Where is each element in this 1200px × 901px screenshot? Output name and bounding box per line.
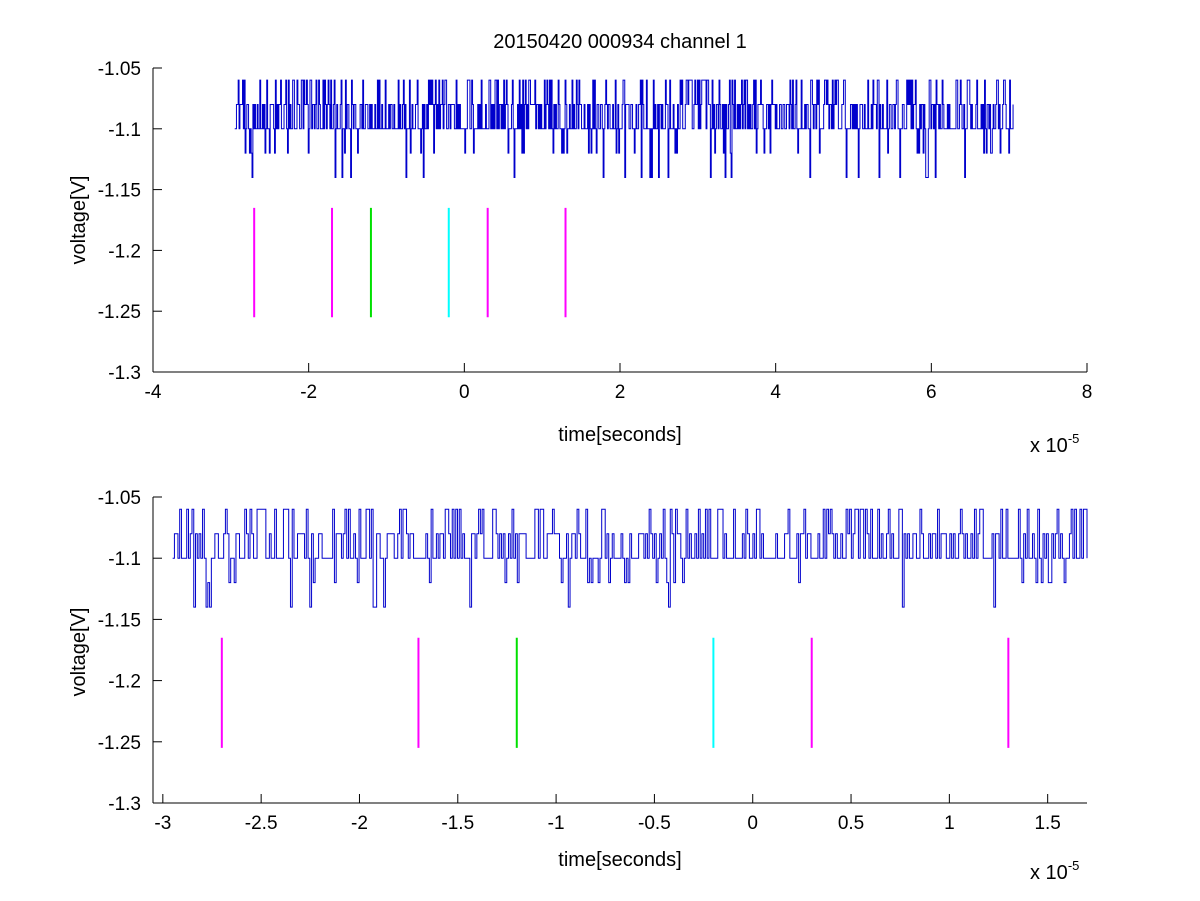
- top-y-tick-label: -1.15: [98, 181, 141, 202]
- top-y-axis-label: voltage[V]: [68, 176, 90, 265]
- bottom-y-tick-label: -1.1: [108, 549, 141, 570]
- bottom-x-tick-label: 0: [747, 813, 758, 834]
- bottom-signal-line: [172, 508, 1088, 608]
- bottom-x-tick-label: 1: [944, 813, 955, 834]
- bottom-x-tick-label: 1.5: [1034, 813, 1060, 834]
- bottom-x-tick-label: -3: [154, 813, 171, 834]
- top-x-tick-label: 0: [459, 382, 470, 403]
- top-x-multiplier-base: x 10: [1030, 435, 1068, 457]
- bottom-x-multiplier-exponent: -5: [1068, 858, 1080, 873]
- top-y-tick-label: -1.3: [108, 363, 141, 384]
- bottom-x-multiplier: x 10-5: [1030, 858, 1079, 884]
- top-x-multiplier: x 10-5: [1030, 431, 1079, 457]
- top-y-tick-label: -1.05: [98, 59, 141, 80]
- top-x-tick-label: 6: [926, 382, 937, 403]
- bottom-x-tick-label: -1.5: [441, 813, 474, 834]
- bottom-x-tick-label: -2: [351, 813, 368, 834]
- top-x-tick-label: -4: [145, 382, 162, 403]
- bottom-y-axis-label: voltage[V]: [68, 608, 90, 697]
- top-x-multiplier-exponent: -5: [1068, 431, 1080, 446]
- bottom-x-tick-label: -0.5: [638, 813, 671, 834]
- bottom-x-tick-label: -1: [548, 813, 565, 834]
- top-signal-line: [234, 79, 1014, 178]
- top-y-tick-label: -1.2: [108, 241, 141, 262]
- bottom-y-tick-label: -1.2: [108, 672, 141, 693]
- top-y-tick-label: -1.25: [98, 302, 141, 323]
- chart-title: 20150420 000934 channel 1: [493, 31, 747, 53]
- bottom-y-tick-label: -1.15: [98, 610, 141, 631]
- top-x-tick-label: 2: [615, 382, 626, 403]
- top-y-tick-label: -1.1: [108, 120, 141, 141]
- bottom-y-tick-label: -1.3: [108, 794, 141, 815]
- bottom-x-axis-label: time[seconds]: [558, 849, 681, 871]
- bottom-y-tick-label: -1.25: [98, 733, 141, 754]
- bottom-x-tick-label: -2.5: [245, 813, 278, 834]
- top-x-tick-label: 4: [770, 382, 781, 403]
- bottom-x-multiplier-base: x 10: [1030, 862, 1068, 884]
- top-x-tick-label: -2: [300, 382, 317, 403]
- bottom-y-tick-label: -1.05: [98, 488, 141, 509]
- bottom-plot: time[seconds] voltage[V] x 10-5 -3 -2.5 -2…: [68, 488, 1088, 884]
- bottom-x-tick-label: 0.5: [838, 813, 864, 834]
- top-x-axis-label: time[seconds]: [558, 424, 681, 446]
- top-plot: time[seconds] voltage[V] x 10-5 -4 -2 0 2 4 6…: [68, 59, 1092, 457]
- top-x-tick-label: 8: [1082, 382, 1093, 403]
